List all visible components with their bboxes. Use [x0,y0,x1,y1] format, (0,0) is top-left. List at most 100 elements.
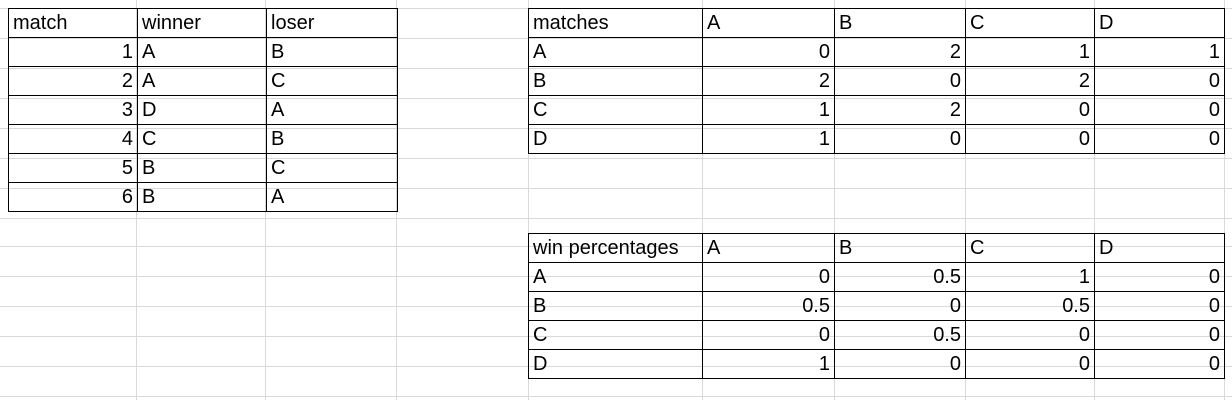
match-table: match winner loser 1 A B 2 A C 3 D A 4 C… [8,8,398,212]
value-cell[interactable]: 0 [834,291,966,321]
header-cell[interactable]: loser [266,8,398,38]
row-label-cell[interactable]: C [528,320,703,350]
gridline [0,396,1232,397]
value-cell[interactable]: 0 [702,37,835,67]
gridline [1094,0,1095,400]
value-cell[interactable]: 0 [965,124,1095,154]
value-cell[interactable]: 0 [1094,66,1225,96]
value-cell[interactable]: 0 [1094,349,1225,379]
value-cell[interactable]: 0 [1094,124,1225,154]
gridline [702,0,703,400]
value-cell[interactable]: 0 [834,124,966,154]
winner-cell[interactable]: C [137,124,267,154]
match-number-cell[interactable]: 1 [8,37,138,67]
row-label-cell[interactable]: D [528,349,703,379]
value-cell[interactable]: 0.5 [965,291,1095,321]
loser-cell[interactable]: C [266,153,398,183]
value-cell[interactable]: 0 [1094,95,1225,125]
row-label-cell[interactable]: B [528,66,703,96]
table-row: 2 A C [8,66,398,96]
value-cell[interactable]: 0 [1094,262,1225,292]
winner-cell[interactable]: A [137,66,267,96]
row-label-cell[interactable]: A [528,37,703,67]
table-row: 4 C B [8,124,398,154]
value-cell[interactable]: 0.5 [834,320,966,350]
gridline [0,158,1232,159]
table-header-row: match winner loser [8,8,398,38]
row-label-cell[interactable]: C [528,95,703,125]
value-cell[interactable]: 0 [702,262,835,292]
value-cell[interactable]: 1 [702,124,835,154]
match-number-cell[interactable]: 4 [8,124,138,154]
row-label-cell[interactable]: D [528,124,703,154]
row-label-cell[interactable]: A [528,262,703,292]
value-cell[interactable]: 0 [965,349,1095,379]
header-cell[interactable]: winner [137,8,267,38]
win-percentages-table: win percentages A B C D A 0 0.5 1 0 B 0.… [528,233,1225,379]
header-cell[interactable]: B [834,8,966,38]
value-cell[interactable]: 0 [1094,291,1225,321]
value-cell[interactable]: 2 [834,95,966,125]
table-row: D 1 0 0 0 [528,124,1225,154]
value-cell[interactable]: 0 [965,95,1095,125]
table-row: 5 B C [8,153,398,183]
loser-cell[interactable]: B [266,37,398,67]
gridline [0,218,1232,219]
header-cell[interactable]: C [965,233,1095,263]
table-row: 3 D A [8,95,398,125]
value-cell[interactable]: 0 [965,320,1095,350]
value-cell[interactable]: 1 [1094,37,1225,67]
value-cell[interactable]: 1 [965,37,1095,67]
value-cell[interactable]: 0 [702,320,835,350]
value-cell[interactable]: 1 [702,349,835,379]
header-cell[interactable]: C [965,8,1095,38]
table-header-row: matches A B C D [528,8,1225,38]
winner-cell[interactable]: B [137,182,267,212]
header-cell[interactable]: win percentages [528,233,703,263]
table-row: B 0.5 0 0.5 0 [528,291,1225,321]
value-cell[interactable]: 2 [702,66,835,96]
matches-matrix-table: matches A B C D A 0 2 1 1 B 2 0 2 0 C 1 … [528,8,1225,154]
value-cell[interactable]: 1 [702,95,835,125]
table-row: C 1 2 0 0 [528,95,1225,125]
loser-cell[interactable]: A [266,95,398,125]
gridline [1224,0,1225,400]
value-cell[interactable]: 0 [1094,320,1225,350]
match-number-cell[interactable]: 3 [8,95,138,125]
loser-cell[interactable]: C [266,66,398,96]
row-label-cell[interactable]: B [528,291,703,321]
winner-cell[interactable]: A [137,37,267,67]
table-header-row: win percentages A B C D [528,233,1225,263]
value-cell[interactable]: 2 [834,37,966,67]
winner-cell[interactable]: D [137,95,267,125]
header-cell[interactable]: D [1094,8,1225,38]
value-cell[interactable]: 0 [834,66,966,96]
loser-cell[interactable]: B [266,124,398,154]
loser-cell[interactable]: A [266,182,398,212]
match-number-cell[interactable]: 5 [8,153,138,183]
table-row: A 0 0.5 1 0 [528,262,1225,292]
value-cell[interactable]: 0 [834,349,966,379]
header-cell[interactable]: matches [528,8,703,38]
match-number-cell[interactable]: 6 [8,182,138,212]
gridline [0,188,1232,189]
table-row: A 0 2 1 1 [528,37,1225,67]
header-cell[interactable]: A [702,8,835,38]
value-cell[interactable]: 1 [965,262,1095,292]
value-cell[interactable]: 0.5 [834,262,966,292]
match-number-cell[interactable]: 2 [8,66,138,96]
value-cell[interactable]: 2 [965,66,1095,96]
table-row: 6 B A [8,182,398,212]
gridline [528,0,529,400]
table-row: 1 A B [8,37,398,67]
table-row: C 0 0.5 0 0 [528,320,1225,350]
header-cell[interactable]: D [1094,233,1225,263]
gridline [965,0,966,400]
winner-cell[interactable]: B [137,153,267,183]
value-cell[interactable]: 0.5 [702,291,835,321]
header-cell[interactable]: B [834,233,966,263]
gridline [834,0,835,400]
header-cell[interactable]: match [8,8,138,38]
header-cell[interactable]: A [702,233,835,263]
